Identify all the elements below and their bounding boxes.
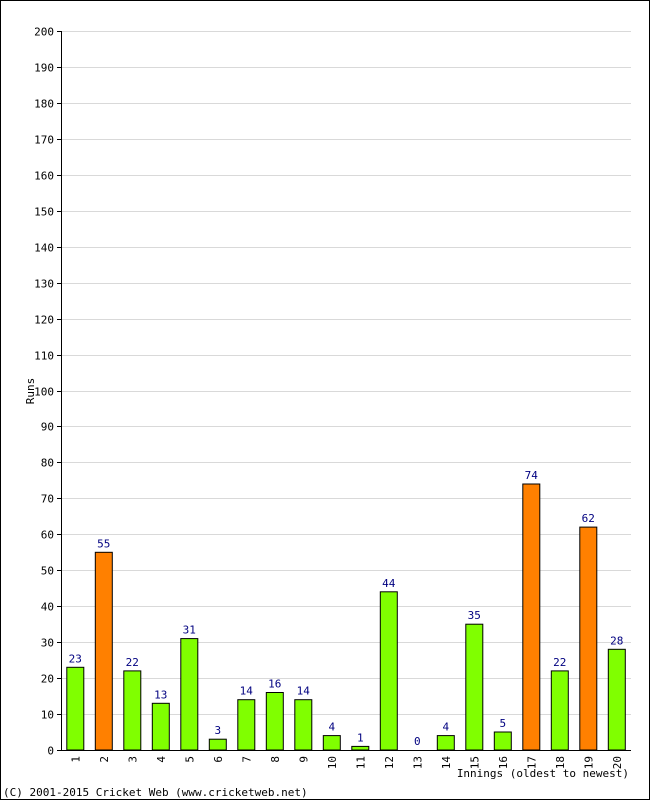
y-tick-label: 120: [34, 314, 54, 327]
bar: [94, 551, 113, 751]
x-tick-label: 6: [212, 756, 225, 763]
x-tick-label: 8: [269, 756, 282, 763]
y-tick-label: 50: [41, 565, 54, 578]
data-label: 31: [183, 624, 196, 637]
y-tick-label: 40: [41, 601, 54, 614]
bar: [493, 731, 512, 751]
y-tick-label: 30: [41, 637, 54, 650]
y-tick-label: 130: [34, 278, 54, 291]
y-tick-label: 20: [41, 673, 54, 686]
x-tick-label: 3: [126, 756, 139, 763]
bar: [123, 670, 142, 751]
bar: [265, 692, 284, 751]
x-tick-label: 2: [98, 756, 111, 763]
data-label: 4: [442, 721, 449, 734]
x-axis-ticks: 1 2 3 4 5 6 7 8 9 10 11 12 13 14 15 16 17 18 19 20: [69, 756, 624, 770]
data-label: 4: [328, 721, 335, 734]
y-axis-label: Runs: [24, 378, 37, 405]
data-label: 44: [382, 577, 396, 590]
y-tick-label: 200: [34, 26, 54, 39]
data-label: 14: [240, 685, 254, 698]
data-label: 22: [126, 656, 139, 669]
y-tick-label: 190: [34, 62, 54, 75]
bar: [550, 670, 569, 751]
data-label: 3: [214, 724, 221, 737]
bar: [180, 638, 199, 751]
x-tick-label: 11: [354, 756, 367, 769]
y-tick-label: 80: [41, 457, 54, 470]
x-tick-label: 14: [440, 756, 453, 770]
bar: [322, 735, 341, 751]
bar: [294, 699, 313, 751]
x-tick-label: 10: [326, 756, 339, 769]
x-tick-label: 1: [69, 756, 82, 763]
data-label: 13: [154, 688, 167, 701]
y-tick-label: 160: [34, 170, 54, 183]
data-label: 35: [468, 609, 481, 622]
bar: [436, 735, 455, 751]
y-tick-label: 0: [47, 745, 54, 758]
bar: [607, 648, 626, 751]
x-tick-label: 13: [411, 756, 424, 769]
x-tick-label: 16: [497, 756, 510, 769]
x-tick-label: 18: [554, 756, 567, 769]
y-tick-label: 60: [41, 529, 54, 542]
y-tick-label: 70: [41, 493, 54, 506]
bar: [379, 591, 398, 751]
bar: [351, 745, 370, 751]
data-label: 74: [525, 469, 539, 482]
y-tick-label: 150: [34, 206, 54, 219]
x-tick-label: 4: [155, 756, 168, 763]
x-tick-label: 17: [525, 756, 538, 769]
data-label: 5: [499, 717, 506, 730]
y-tick-label: 90: [41, 421, 54, 434]
y-axis-ticks: 0 10 20 30 40 50 60 70 80 90 100 110 120 130 140 150 160…: [34, 26, 61, 758]
bars: [66, 483, 626, 751]
copyright-footer: (C) 2001-2015 Cricket Web (www.cricketwe…: [3, 786, 308, 799]
x-tick-label: 20: [611, 756, 624, 769]
data-label: 62: [582, 512, 595, 525]
data-label: 1: [357, 731, 364, 744]
data-label: 16: [268, 678, 281, 691]
x-tick-label: 7: [240, 756, 253, 763]
x-axis-label: Innings (oldest to newest): [457, 767, 629, 780]
grid-lines: [61, 31, 631, 715]
data-label: 23: [69, 652, 82, 665]
bar: [522, 483, 541, 751]
bar: [208, 738, 227, 751]
bar: [237, 699, 256, 751]
y-tick-label: 170: [34, 134, 54, 147]
y-tick-label: 10: [41, 709, 54, 722]
x-tick-label: 15: [468, 756, 481, 769]
y-tick-label: 110: [34, 350, 54, 363]
y-tick-label: 180: [34, 98, 54, 111]
data-label: 55: [97, 537, 110, 550]
bar: [579, 526, 598, 751]
y-tick-label: 100: [34, 386, 54, 399]
bar: [151, 702, 170, 751]
x-tick-label: 12: [383, 756, 396, 769]
y-tick-label: 140: [34, 242, 54, 255]
bar: [66, 666, 85, 751]
data-label: 22: [553, 656, 566, 669]
x-tick-label: 9: [297, 756, 310, 763]
data-label: 28: [610, 634, 623, 647]
x-tick-label: 5: [183, 756, 196, 763]
x-tick-label: 19: [582, 756, 595, 769]
bar: [465, 623, 484, 751]
data-label: 0: [414, 735, 421, 748]
data-label: 14: [297, 685, 311, 698]
